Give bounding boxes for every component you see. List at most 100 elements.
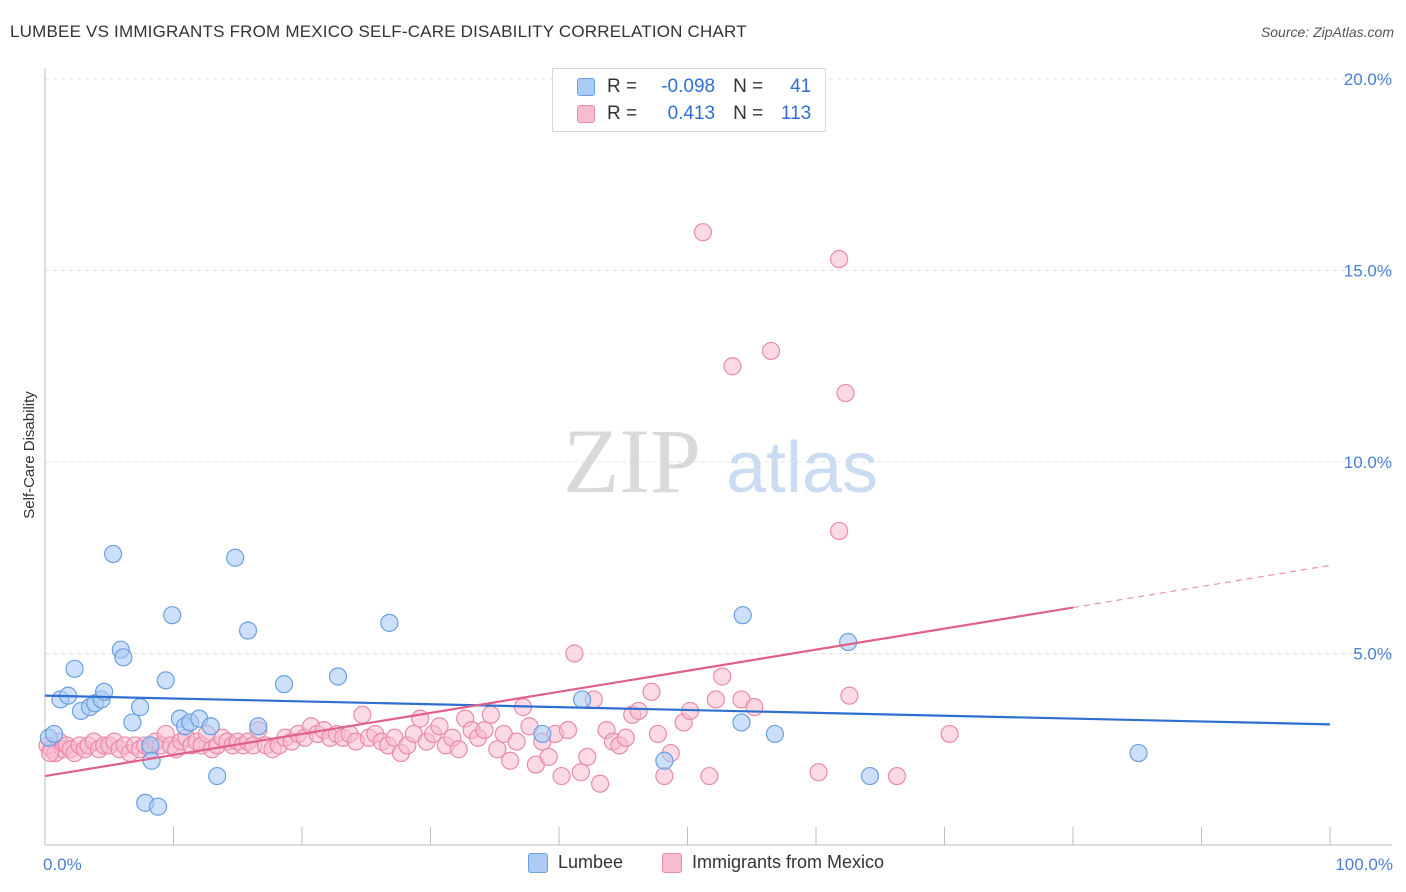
tick-labels: 5.0% 10.0% 15.0% 20.0% 0.0% 100.0% xyxy=(43,70,1393,874)
data-point-mexico xyxy=(713,667,732,686)
data-point-lumbee xyxy=(114,648,133,667)
legend-r-value: -0.098 xyxy=(661,76,716,97)
data-point-lumbee xyxy=(163,606,182,625)
trend-line-mexico-extension xyxy=(1072,564,1331,609)
legend-r-label: R = xyxy=(607,76,638,97)
data-point-mexico xyxy=(887,766,907,786)
data-point-mexico xyxy=(830,249,849,269)
data-point-mexico xyxy=(642,682,661,701)
data-point-mexico xyxy=(353,705,372,724)
x-tick-label: 0.0% xyxy=(43,855,82,874)
data-point-mexico xyxy=(565,644,584,663)
data-point-mexico xyxy=(629,701,648,721)
data-point-lumbee xyxy=(274,675,294,694)
watermark-atlas: atlas xyxy=(726,428,878,508)
data-point-lumbee xyxy=(765,724,784,744)
data-point-lumbee xyxy=(141,736,160,755)
data-point-lumbee xyxy=(1129,743,1148,763)
data-point-mexico xyxy=(481,705,500,724)
data-point-mexico xyxy=(591,774,610,793)
legend-row-mexico: R = 0.413 N = 113 xyxy=(577,101,811,127)
legend-swatch-lumbee xyxy=(528,852,548,873)
data-point-mexico xyxy=(700,766,719,786)
data-point-lumbee xyxy=(733,606,752,625)
data-point-lumbee xyxy=(533,724,552,744)
data-point-lumbee xyxy=(860,766,880,786)
legend-n-value: 41 xyxy=(790,76,812,97)
data-point-lumbee xyxy=(238,621,258,640)
data-point-mexico xyxy=(809,763,828,782)
legend-row-lumbee: R = -0.098 N = 41 xyxy=(577,74,811,100)
data-point-mexico xyxy=(558,720,578,740)
legend-item-mexico: Immigrants from Mexico xyxy=(662,852,884,873)
data-point-lumbee xyxy=(380,613,399,632)
data-point-mexico xyxy=(840,686,859,705)
data-point-lumbee xyxy=(123,713,142,732)
series-immigrants-from-mexico xyxy=(38,223,959,793)
data-point-mexico xyxy=(430,717,449,736)
data-point-lumbee xyxy=(226,548,245,567)
series-legend: Lumbee Immigrants from Mexico xyxy=(0,852,1406,878)
legend-swatch-mexico xyxy=(662,852,682,873)
legend-r-label: R = xyxy=(607,103,638,124)
data-point-lumbee xyxy=(573,690,592,709)
data-point-mexico xyxy=(836,383,855,403)
legend-n-label: N = xyxy=(733,76,764,97)
data-point-mexico xyxy=(475,720,494,740)
legend-label-lumbee: Lumbee xyxy=(558,852,624,872)
data-point-lumbee xyxy=(65,659,84,678)
y-tick-label: 20.0% xyxy=(1344,70,1392,89)
data-point-mexico xyxy=(761,341,781,361)
correlation-legend: R = -0.098 N = 41 R = 0.413 N = 113 xyxy=(552,68,826,132)
y-tick-label: 15.0% xyxy=(1344,262,1392,281)
y-axis-title: Self-Care Disability xyxy=(21,391,38,519)
data-point-lumbee xyxy=(839,632,858,652)
y-tick-label: 5.0% xyxy=(1353,645,1392,664)
legend-swatch-lumbee xyxy=(577,78,595,96)
series-lumbee xyxy=(39,544,1148,816)
x-tick-label: 100.0% xyxy=(1335,855,1393,874)
data-point-lumbee xyxy=(249,717,268,736)
y-tick-label: 10.0% xyxy=(1344,453,1392,472)
trend-line-lumbee xyxy=(44,694,1331,726)
data-point-mexico xyxy=(539,747,558,767)
data-point-lumbee xyxy=(148,797,168,816)
data-point-mexico xyxy=(571,763,590,782)
data-point-mexico xyxy=(693,223,713,242)
data-point-lumbee xyxy=(104,544,123,564)
data-point-mexico xyxy=(655,766,674,786)
data-point-lumbee xyxy=(201,717,220,736)
legend-n-label: N = xyxy=(733,103,764,124)
watermark-zip: ZIP xyxy=(563,410,701,512)
legend-swatch-mexico xyxy=(577,105,595,123)
data-point-mexico xyxy=(745,698,764,717)
data-point-lumbee xyxy=(44,724,64,744)
data-point-mexico xyxy=(449,740,468,759)
data-point-mexico xyxy=(501,751,520,770)
legend-label-mexico: Immigrants from Mexico xyxy=(692,852,885,872)
data-point-mexico xyxy=(648,724,668,744)
data-point-mexico xyxy=(41,743,60,763)
data-point-mexico xyxy=(488,740,507,759)
legend-item-lumbee: Lumbee xyxy=(528,852,623,873)
grid-lines xyxy=(45,78,1392,654)
data-point-lumbee xyxy=(130,698,150,717)
data-point-mexico xyxy=(830,521,849,541)
data-point-mexico xyxy=(616,728,635,747)
data-point-lumbee xyxy=(655,751,674,770)
trend-lines xyxy=(44,564,1331,778)
data-point-lumbee xyxy=(208,766,227,786)
data-point-lumbee xyxy=(328,667,348,686)
data-point-lumbee xyxy=(156,671,175,690)
data-point-mexico xyxy=(507,732,526,751)
data-point-mexico xyxy=(552,766,571,786)
chart-title: LUMBEE VS IMMIGRANTS FROM MEXICO SELF-CA… xyxy=(10,22,747,41)
legend-n-value: 113 xyxy=(780,103,812,124)
data-point-mexico xyxy=(723,357,742,376)
chart-source: Source: ZipAtlas.com xyxy=(1260,24,1394,40)
data-point-mexico xyxy=(578,747,597,767)
axes xyxy=(44,68,1392,846)
data-point-mexico xyxy=(706,690,725,709)
trend-line-mexico xyxy=(44,606,1074,778)
